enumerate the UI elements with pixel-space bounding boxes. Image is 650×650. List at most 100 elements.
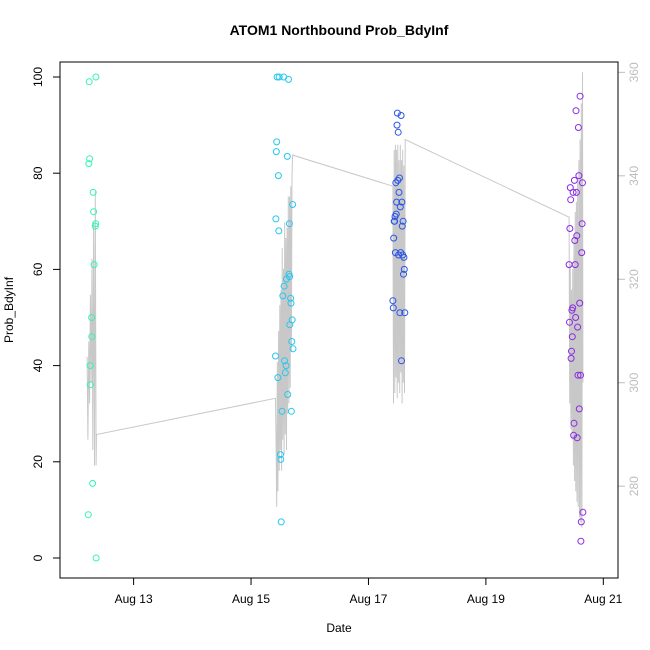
- data-point: [391, 217, 399, 225]
- data-point: [572, 107, 580, 115]
- data-point: [569, 188, 577, 196]
- right-tick-label: 320: [627, 269, 641, 289]
- y-axis: 0 20 40 60 80 100: [31, 67, 60, 561]
- data-point: [570, 176, 578, 184]
- data-point: [400, 270, 407, 278]
- data-point: [396, 309, 404, 317]
- data-point: [398, 222, 406, 230]
- data-point: [401, 309, 409, 317]
- data-point: [287, 407, 295, 415]
- data-point: [88, 314, 96, 321]
- data-point: [288, 338, 296, 345]
- data-point: [89, 479, 97, 487]
- data-point: [396, 203, 404, 211]
- data-point: [86, 381, 94, 389]
- data-point: [85, 78, 93, 86]
- data-point: [88, 333, 96, 341]
- data-point: [397, 112, 405, 119]
- data-point: [289, 201, 297, 208]
- right-tick-label: 340: [627, 165, 641, 185]
- data-point: [389, 304, 397, 312]
- data-point: [567, 196, 575, 204]
- data-point: [400, 265, 408, 273]
- data-point: [577, 371, 584, 379]
- x-tick-label: Aug 19: [467, 592, 505, 606]
- data-point: [92, 554, 100, 562]
- data-point: [91, 222, 99, 230]
- x-tick-label: Aug 13: [115, 592, 153, 606]
- data-point: [573, 232, 581, 240]
- data-point: [568, 333, 576, 341]
- data-point: [277, 518, 285, 526]
- data-point: [92, 73, 100, 81]
- data-point: [274, 172, 282, 180]
- data-point: [567, 354, 575, 362]
- data-point: [572, 188, 580, 196]
- data-point: [566, 318, 573, 326]
- data-point: [84, 511, 92, 519]
- data-point: [576, 92, 584, 100]
- data-point: [575, 172, 583, 180]
- data-point: [282, 362, 290, 370]
- line-series: [86, 72, 584, 528]
- data-point: [273, 73, 281, 81]
- x-axis: Aug 13 Aug 15 Aug 17 Aug 19 Aug 21: [115, 577, 623, 606]
- data-point: [280, 282, 288, 290]
- data-point: [284, 391, 292, 398]
- data-point: [398, 198, 406, 206]
- data-point: [577, 518, 585, 526]
- data-point: [396, 174, 403, 182]
- data-point: [288, 316, 296, 324]
- data-point: [90, 261, 98, 269]
- data-point: [86, 362, 94, 370]
- data-point: [399, 217, 407, 225]
- data-point: [276, 451, 284, 459]
- data-point: [272, 215, 280, 223]
- data-point: [577, 537, 585, 545]
- data-point: [272, 352, 279, 360]
- data-point: [285, 220, 293, 228]
- data-point: [389, 297, 397, 305]
- y-axis-label: Prob_BdyInf: [2, 276, 16, 343]
- series-line: [86, 72, 584, 528]
- y-tick-label: 0: [31, 554, 45, 561]
- data-point: [574, 124, 582, 131]
- data-point: [568, 347, 575, 355]
- data-point: [392, 210, 400, 218]
- data-point: [579, 508, 587, 516]
- data-point: [572, 314, 580, 321]
- data-point: [286, 273, 294, 281]
- data-point: [279, 292, 287, 300]
- data-point: [571, 261, 579, 269]
- x-axis-label: Date: [326, 621, 352, 635]
- data-point: [289, 345, 297, 353]
- data-point: [92, 220, 100, 228]
- plot-frame: [59, 61, 619, 579]
- data-point: [287, 299, 295, 307]
- y-tick-label: 40: [31, 359, 45, 373]
- data-point: [398, 357, 405, 365]
- chart-title: ATOM1 Northbound Prob_BdyInf: [230, 22, 449, 38]
- data-point: [393, 109, 401, 117]
- data-point: [90, 208, 98, 216]
- right-axis: 280 300 320 340 360: [618, 62, 641, 496]
- data-point: [277, 455, 285, 463]
- data-point: [285, 75, 292, 83]
- y-tick-label: 80: [31, 166, 45, 180]
- y-tick-label: 60: [31, 262, 45, 276]
- x-tick-label: Aug 15: [232, 592, 270, 606]
- data-point: [287, 294, 295, 302]
- data-point: [283, 152, 291, 160]
- data-point: [566, 225, 574, 232]
- points-layer: [84, 73, 587, 562]
- data-point: [578, 220, 586, 228]
- data-point: [576, 299, 584, 307]
- y-tick-label: 100: [31, 67, 45, 87]
- data-point: [575, 405, 583, 413]
- x-tick-label: Aug 17: [349, 592, 387, 606]
- data-point: [275, 227, 283, 235]
- right-tick-label: 300: [627, 372, 641, 392]
- data-point: [570, 419, 578, 427]
- data-point: [393, 198, 401, 206]
